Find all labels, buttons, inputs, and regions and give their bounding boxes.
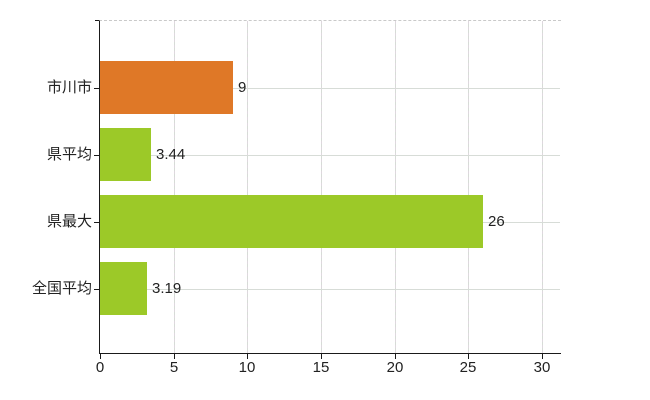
x-axis-tick [468,354,469,359]
bar-value-label: 26 [488,213,505,230]
gridline-vertical [468,21,469,353]
bar [100,262,147,315]
x-axis-tick [100,354,101,359]
plot-area: 9 3.44 26 3.19 [99,20,561,354]
gridline-horizontal [100,88,560,89]
bar-value-label: 9 [238,79,247,96]
gridline-vertical [395,21,396,353]
x-axis-tick-label: 10 [238,359,256,376]
gridline-vertical [321,21,322,353]
gridline-horizontal [100,289,560,290]
x-axis-tick-label: 0 [95,359,105,376]
x-axis-tick-label: 30 [533,359,551,376]
x-axis-tick [542,354,543,359]
gridline-vertical [174,21,175,353]
x-axis-tick-label: 5 [169,359,179,376]
category-label: 県平均 [46,146,92,163]
category-label: 市川市 [46,79,92,96]
y-axis-tick [94,155,99,156]
category-label: 県最大 [46,213,92,230]
x-axis-tick [321,354,322,359]
bar [100,195,483,248]
y-axis-tick [94,222,99,223]
y-axis-top-tick [95,20,99,21]
category-label: 全国平均 [31,280,92,297]
x-axis-tick-label: 25 [459,359,477,376]
x-axis-tick-label: 15 [312,359,330,376]
x-axis-tick [247,354,248,359]
x-axis-tick-label: 20 [386,359,404,376]
bar-value-label: 3.44 [156,146,186,163]
x-axis-tick [395,354,396,359]
bar [100,128,151,181]
y-axis-tick [94,289,99,290]
gridline-horizontal [100,155,560,156]
x-axis-tick [174,354,175,359]
y-axis-tick [94,88,99,89]
bar-value-label: 3.19 [152,280,182,297]
gridline-vertical [542,21,543,353]
bar [100,61,233,114]
gridline-vertical [247,21,248,353]
